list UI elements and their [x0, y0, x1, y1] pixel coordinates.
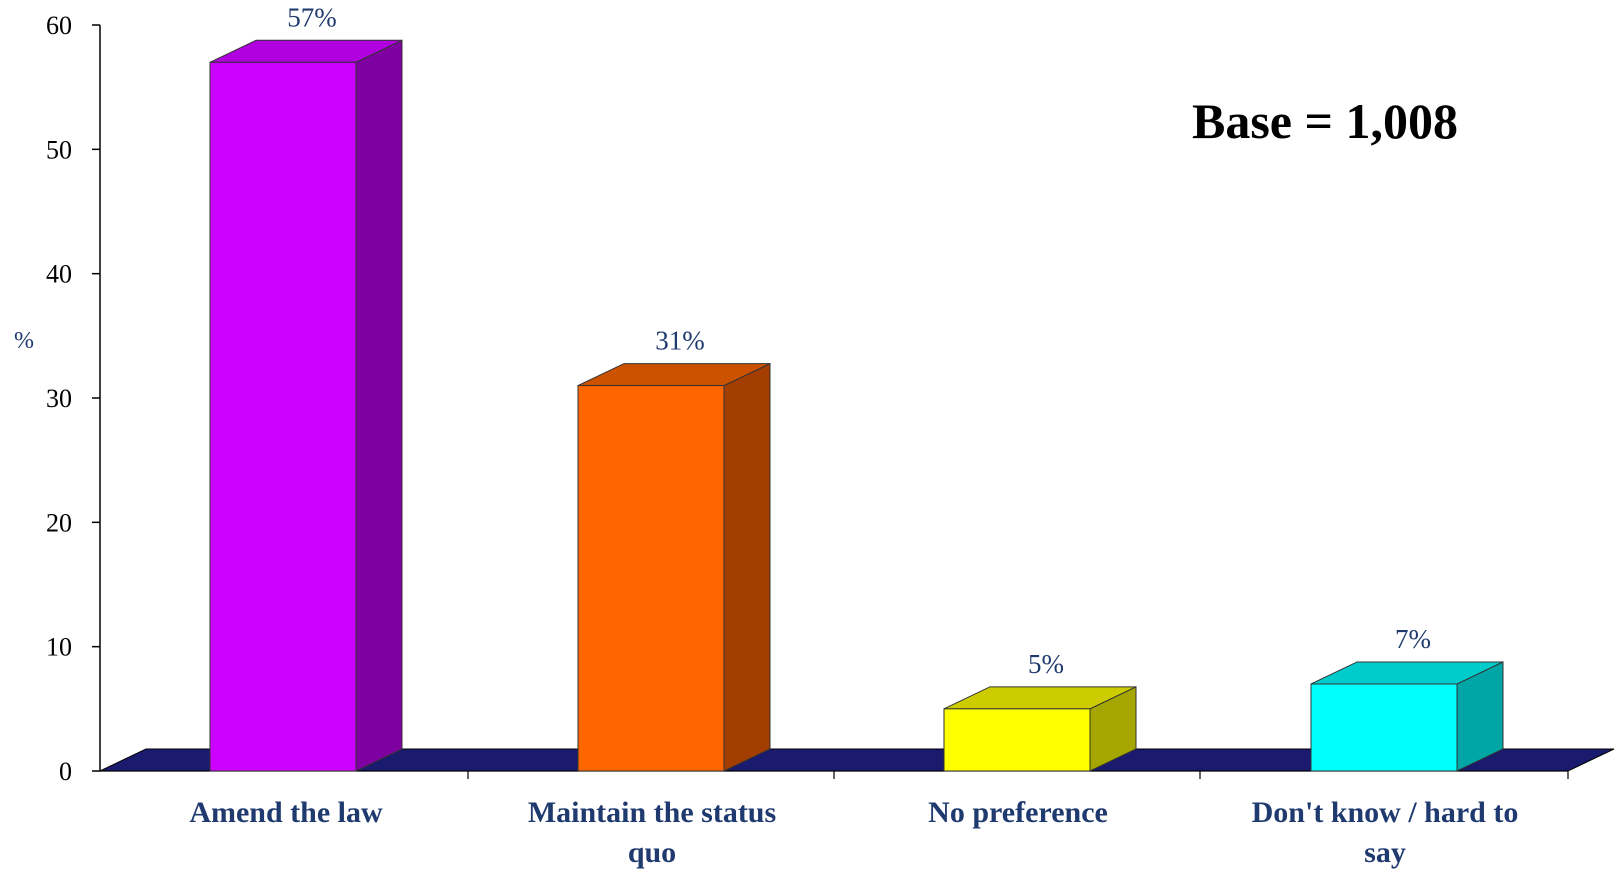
- y-tick-label: 40: [46, 260, 72, 289]
- bars: [209, 39, 1504, 772]
- bar: [943, 686, 1137, 772]
- category-label: Don't know / hard to say: [1252, 796, 1519, 869]
- bar-front: [209, 61, 357, 772]
- data-label: 57%: [287, 2, 337, 32]
- y-tick-label: 30: [46, 384, 72, 413]
- bar: [577, 362, 771, 772]
- y-tick-label: 50: [46, 135, 72, 164]
- category-label: Maintain the status quo: [528, 796, 776, 869]
- category-label-line: Maintain the status: [528, 796, 776, 829]
- y-tick-label: 10: [46, 633, 72, 662]
- base-annotation: Base = 1,008: [1192, 93, 1458, 149]
- bar-front: [1310, 683, 1458, 772]
- y-tick-label: 60: [46, 11, 72, 40]
- category-label: Amend the law: [189, 796, 383, 829]
- data-labels: 57% 31% 5% 7%: [287, 2, 1431, 679]
- bar: [209, 39, 403, 772]
- y-tick-label: 0: [59, 757, 72, 786]
- category-labels: Amend the law Maintain the status quo No pr…: [189, 796, 1518, 869]
- y-axis-label: %: [14, 328, 34, 354]
- category-label-line: No preference: [928, 796, 1108, 829]
- category-label: No preference: [928, 796, 1108, 829]
- data-label: 7%: [1395, 624, 1431, 654]
- bar-side: [355, 39, 403, 772]
- bar-front: [943, 708, 1091, 772]
- y-ticks: 0 10 20 30 40 50 60: [46, 11, 100, 786]
- y-tick-label: 20: [46, 508, 72, 537]
- data-label: 5%: [1028, 649, 1064, 679]
- category-label-line: Amend the law: [189, 796, 383, 829]
- bar-front: [577, 385, 725, 772]
- data-label: 31%: [655, 326, 705, 356]
- category-label-line: quo: [628, 836, 676, 869]
- category-label-line: say: [1364, 836, 1406, 869]
- bar: [1310, 661, 1504, 772]
- category-label-line: Don't know / hard to: [1252, 796, 1519, 829]
- bar-side: [723, 362, 771, 772]
